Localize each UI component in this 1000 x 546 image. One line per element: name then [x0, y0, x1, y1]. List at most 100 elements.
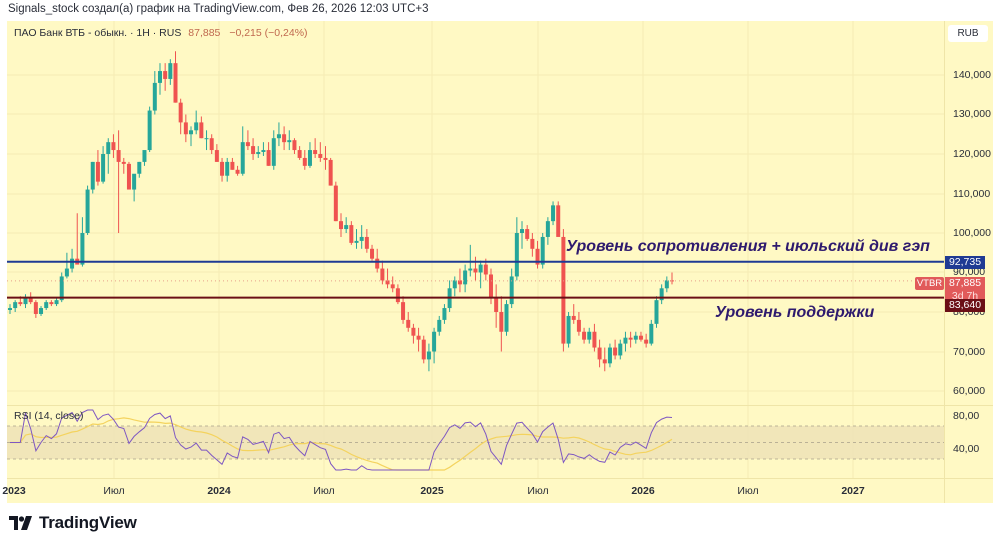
resistance-annotation: Уровень сопротивления + июльский див гэп [566, 238, 930, 255]
candle-body [442, 308, 447, 320]
candle-body [473, 268, 478, 273]
time-tick: 2023 [2, 485, 26, 497]
currency-button[interactable]: RUB [948, 25, 988, 42]
candle-body [587, 331, 592, 340]
candle-body [385, 280, 390, 285]
candle-body [416, 335, 421, 340]
candle-body [147, 110, 152, 151]
rsi-ma-line [10, 417, 673, 471]
candle-body [468, 268, 473, 271]
candle-body [95, 161, 100, 182]
candle-body [545, 221, 550, 237]
tradingview-brand: TradingView [39, 513, 137, 532]
candle-body [18, 302, 23, 305]
candle-body [199, 122, 204, 139]
price-tick: 90,000 [953, 266, 986, 278]
support-price-tag: 83,640 [945, 299, 985, 312]
candle-body [292, 140, 297, 151]
candle-body [183, 122, 188, 135]
time-tick: 2024 [207, 485, 231, 497]
candle-body [463, 270, 468, 285]
symbol-tag: VTBR [915, 277, 944, 290]
candle-body [613, 347, 618, 356]
candle-body [44, 302, 49, 309]
candle-body [395, 288, 400, 303]
candle-body [628, 337, 633, 340]
candle-body [214, 150, 219, 162]
time-tick: Июл [527, 485, 549, 497]
candle-body [225, 161, 230, 176]
candle-body [333, 185, 338, 222]
time-tick: Июл [313, 485, 335, 497]
candle-body [132, 173, 137, 190]
candle-body [478, 264, 483, 273]
candle-body [59, 276, 64, 301]
tradingview-logo-icon [9, 516, 32, 530]
time-tick: Июл [103, 485, 125, 497]
resistance-price-tag: 92,735 [945, 256, 985, 269]
time-tick: Июл [737, 485, 759, 497]
price-tick: 100,000 [953, 227, 991, 239]
candle-body [39, 308, 44, 314]
candle-body [401, 302, 406, 320]
rsi-tick: 80,00 [953, 410, 980, 422]
candle-body [556, 205, 561, 237]
candle-body [111, 142, 116, 151]
price-change: −0,215 (−0,24%) [229, 27, 308, 39]
time-tick: 2026 [631, 485, 655, 497]
current-price-value: 87,885 [948, 277, 982, 289]
candle-body [90, 161, 95, 190]
candle-body [235, 169, 240, 174]
candle-body [654, 300, 659, 324]
candle-body [297, 150, 302, 158]
rsi-legend[interactable]: RSI (14, close) [14, 410, 84, 422]
candle-body [607, 347, 612, 364]
candle-body [23, 298, 28, 305]
candle-body [126, 163, 131, 190]
pane-separator[interactable] [7, 405, 993, 406]
candle-body [85, 189, 90, 233]
candle-body [571, 315, 576, 320]
candle-body [64, 268, 69, 277]
candle-body [339, 221, 343, 230]
series-legend[interactable]: ПАО Банк ВТБ - обыкн. · 1Н · RUS 87,885 … [14, 27, 308, 39]
candle-body [380, 268, 385, 281]
last-price: 87,885 [188, 27, 221, 39]
candle-body [566, 315, 571, 344]
symbol-description: ПАО Банк ВТБ - обыкн. · 1Н · RUS [14, 27, 182, 39]
candle-body [457, 280, 462, 285]
candle-body [142, 150, 147, 162]
candle-body [437, 319, 442, 332]
candle-body [302, 157, 307, 166]
candle-body [157, 71, 162, 83]
tradingview-logo[interactable]: TradingView [9, 513, 137, 533]
candle-body [276, 134, 281, 139]
candle-body [426, 351, 431, 360]
candle-body [204, 138, 209, 140]
candle-body [54, 300, 59, 305]
candle-body [488, 274, 493, 299]
candle-body [106, 142, 111, 154]
candle-body [251, 146, 256, 154]
candle-body [644, 339, 649, 344]
candle-body [49, 302, 54, 305]
candle-body [375, 258, 380, 269]
candle-body [406, 319, 411, 328]
candle-body [499, 312, 504, 332]
candle-body [561, 236, 566, 344]
candle-body [649, 323, 654, 344]
price-tick: 130,000 [953, 108, 991, 120]
support-annotation: Уровень поддержки [715, 304, 875, 321]
candle-body [411, 327, 416, 336]
candle-body [318, 154, 323, 158]
candle-body [8, 308, 12, 311]
candle-body [28, 298, 33, 303]
candle-body [256, 152, 261, 154]
candle-body [520, 229, 525, 233]
price-tick: 110,000 [953, 188, 991, 200]
candle-body [618, 343, 623, 356]
candle-body [70, 258, 75, 269]
candle-body [101, 154, 106, 182]
candle-body [323, 157, 328, 160]
